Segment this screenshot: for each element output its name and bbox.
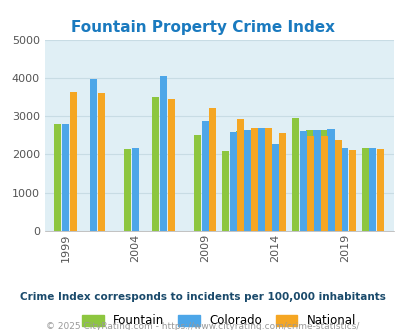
- Bar: [341, 148, 347, 231]
- Bar: [319, 130, 326, 231]
- Bar: [320, 136, 327, 231]
- Bar: [264, 128, 272, 231]
- Bar: [279, 133, 286, 231]
- Bar: [334, 140, 341, 231]
- Legend: Fountain, Colorado, National: Fountain, Colorado, National: [77, 310, 360, 330]
- Bar: [194, 135, 200, 231]
- Bar: [376, 149, 383, 231]
- Bar: [263, 143, 270, 231]
- Bar: [70, 92, 77, 231]
- Bar: [326, 129, 334, 231]
- Bar: [132, 148, 139, 231]
- Bar: [307, 136, 313, 231]
- Bar: [305, 130, 312, 231]
- Bar: [229, 132, 236, 231]
- Bar: [251, 128, 258, 231]
- Bar: [369, 148, 375, 231]
- Bar: [291, 118, 298, 231]
- Bar: [257, 128, 264, 231]
- Bar: [348, 150, 355, 231]
- Bar: [98, 93, 104, 231]
- Bar: [237, 119, 244, 231]
- Text: Fountain Property Crime Index: Fountain Property Crime Index: [71, 20, 334, 35]
- Text: © 2025 CityRating.com - https://www.cityrating.com/crime-statistics/: © 2025 CityRating.com - https://www.city…: [46, 322, 359, 330]
- Text: Crime Index corresponds to incidents per 100,000 inhabitants: Crime Index corresponds to incidents per…: [20, 292, 385, 302]
- Bar: [235, 131, 243, 231]
- Bar: [333, 150, 340, 231]
- Bar: [160, 76, 166, 231]
- Bar: [361, 148, 368, 231]
- Bar: [167, 99, 174, 231]
- Bar: [209, 108, 216, 231]
- Bar: [62, 124, 69, 231]
- Bar: [124, 149, 131, 231]
- Bar: [222, 150, 228, 231]
- Bar: [152, 97, 159, 231]
- Bar: [201, 121, 208, 231]
- Bar: [271, 144, 278, 231]
- Bar: [54, 124, 61, 231]
- Bar: [313, 130, 320, 231]
- Bar: [90, 80, 97, 231]
- Bar: [243, 130, 250, 231]
- Bar: [299, 131, 306, 231]
